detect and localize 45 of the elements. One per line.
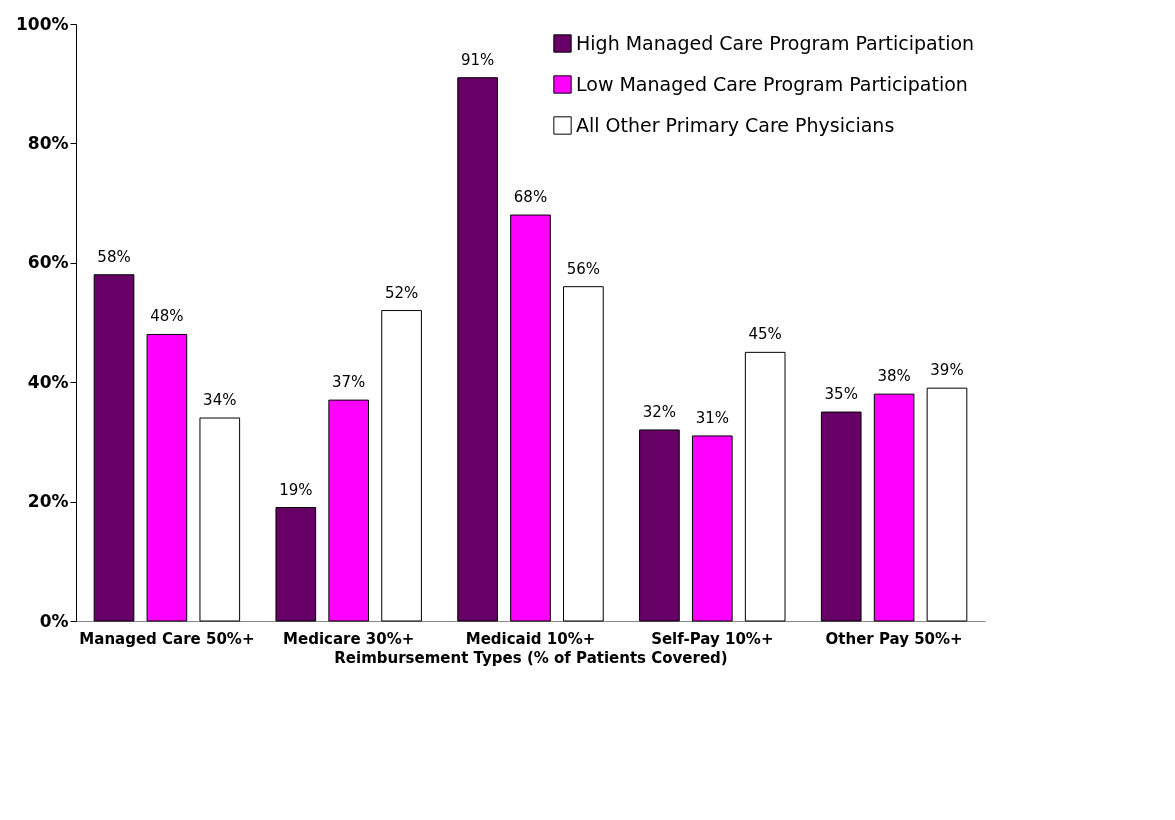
data-label: 45% — [748, 325, 782, 344]
x-tick-label: Managed Care 50%+ — [79, 629, 255, 648]
y-tick-label: 0% — [39, 610, 69, 631]
data-label: 48% — [150, 307, 184, 326]
data-label: 58% — [97, 247, 131, 266]
data-label: 35% — [824, 385, 858, 404]
bar — [563, 286, 604, 622]
bar — [146, 333, 188, 622]
legend-label: High Managed Care Program Participation — [576, 31, 975, 54]
data-label: 91% — [460, 50, 495, 69]
x-axis-title: Reimbursement Types (% of Patients Covered) — [334, 648, 728, 667]
data-label: 31% — [695, 408, 729, 427]
data-label: 39% — [930, 361, 964, 380]
bar — [691, 435, 733, 622]
y-tick-label: 100% — [15, 13, 69, 34]
bar — [275, 507, 317, 622]
data-label: 68% — [513, 188, 548, 207]
y-tick-label: 40% — [27, 371, 69, 392]
data-label: 37% — [332, 373, 366, 392]
y-tick-label: 60% — [27, 252, 69, 273]
x-tick-label: Other Pay 50%+ — [825, 629, 963, 648]
bar — [744, 351, 786, 622]
bar — [93, 274, 135, 622]
data-label: 19% — [279, 480, 313, 499]
y-tick-label: 20% — [27, 491, 69, 512]
bar — [457, 77, 498, 622]
x-tick-label: Medicaid 10%+ — [465, 629, 596, 648]
bar — [199, 417, 241, 622]
legend-label: All Other Primary Care Physicians — [576, 113, 895, 136]
x-tick-label: Medicare 30%+ — [283, 629, 415, 648]
data-label: 52% — [384, 283, 419, 302]
legend-label: Low Managed Care Program Participation — [576, 72, 968, 95]
data-label: 38% — [877, 367, 911, 386]
bar — [510, 214, 551, 622]
y-tick-label: 80% — [27, 132, 69, 153]
bar — [820, 411, 862, 622]
x-tick-label: Self-Pay 10%+ — [651, 629, 774, 648]
data-label: 32% — [642, 402, 677, 421]
bar — [873, 393, 915, 622]
data-label: 56% — [566, 259, 601, 278]
bar — [926, 387, 968, 622]
bar — [639, 429, 680, 622]
data-label: 34% — [203, 391, 237, 410]
bar — [328, 399, 370, 622]
bar — [381, 310, 422, 622]
